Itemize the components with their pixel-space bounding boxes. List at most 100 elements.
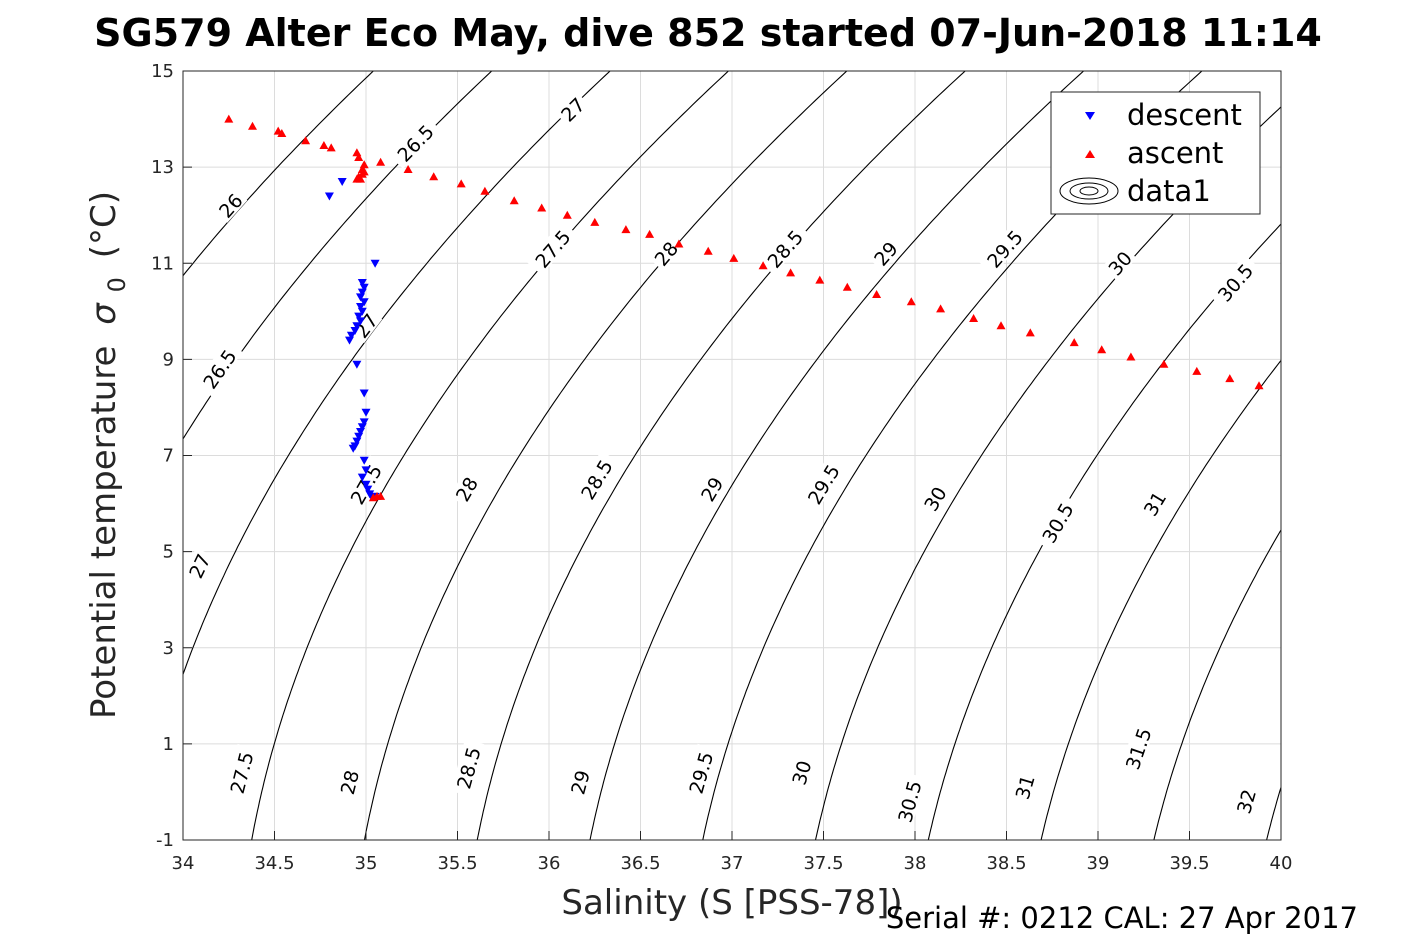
x-tick-label: 34.5 <box>254 853 294 874</box>
ascent-point <box>729 253 739 262</box>
x-tick-label: 34 <box>172 853 195 874</box>
contour-label-bg <box>348 307 383 344</box>
contour-label-bg <box>573 450 619 508</box>
ascent-point <box>842 282 852 291</box>
x-tick-label: 35.5 <box>437 853 477 874</box>
x-axis-label: Salinity (S [PSS-78]) <box>561 883 902 923</box>
ascent-point <box>509 196 519 205</box>
contour-label-bg <box>800 455 846 513</box>
descent-point <box>354 432 364 441</box>
ascent-point <box>1025 328 1035 337</box>
ascent-point <box>277 129 287 137</box>
descent-point <box>346 331 356 340</box>
legend-data1-label: data1 <box>1127 174 1211 208</box>
contour-label-group: 32 <box>1231 784 1261 819</box>
ascent-point <box>786 268 796 277</box>
contour-label-bg <box>1101 244 1137 281</box>
descent-point <box>359 283 369 292</box>
contour-label-bg <box>1231 784 1259 819</box>
ascent-point <box>758 261 768 270</box>
y-axis-label-main: Potential temperature <box>84 346 124 719</box>
descent-point <box>350 327 360 335</box>
legend-descent-label: descent <box>1127 98 1242 132</box>
ascent-point <box>301 136 311 145</box>
ascent-point <box>906 297 916 306</box>
contour-line <box>183 71 493 440</box>
contour-line <box>1153 528 1281 840</box>
y-tick-label: 11 <box>151 253 174 274</box>
contour-label-bg <box>565 764 593 800</box>
contour-line <box>927 223 1281 840</box>
contour-label-bg <box>212 187 248 223</box>
ascent-point <box>1069 338 1079 347</box>
contour-line <box>476 71 967 840</box>
y-axis-label-unit: (°C) <box>84 191 124 258</box>
ascent-point <box>562 210 572 219</box>
ascent-point <box>376 491 386 500</box>
ascent-point <box>429 172 439 181</box>
ascent-point <box>1159 359 1169 368</box>
x-tick-label: 39 <box>1087 853 1110 874</box>
contour-label-group: 27 <box>183 547 216 584</box>
ascent-point <box>1126 352 1136 361</box>
contour-line <box>251 71 730 840</box>
y-tick-label: 1 <box>163 734 174 755</box>
ascent-point <box>356 174 365 183</box>
legend-contour-icon <box>1059 177 1119 205</box>
ascent-point <box>354 153 364 161</box>
contour-label-bg <box>449 470 482 507</box>
contour-line <box>1266 785 1281 840</box>
ascent-point <box>645 229 655 238</box>
legend-ascent-marker <box>1085 150 1095 158</box>
ascent-point <box>1254 381 1264 390</box>
descent-point <box>361 466 371 475</box>
y-tick-label: 9 <box>163 349 174 370</box>
ascent-point <box>248 121 257 130</box>
ascent-point <box>969 314 979 322</box>
descent-point <box>357 288 367 297</box>
contour-label-bg <box>694 470 728 507</box>
descent-point <box>348 444 358 453</box>
contour-label-bg <box>450 738 485 797</box>
contour-label-bg <box>554 91 590 127</box>
x-tick-label: 39.5 <box>1169 853 1209 874</box>
ascent-point <box>621 225 631 234</box>
chart-title: SG579 Alter Eco May, dive 852 started 07… <box>94 11 1322 55</box>
x-tick-label: 40 <box>1270 853 1293 874</box>
contour-label-bg <box>388 116 441 169</box>
y-tick-label: 5 <box>163 542 174 563</box>
descent-point <box>356 303 365 311</box>
legend-ascent-label: ascent <box>1127 136 1223 170</box>
ascent-point <box>1225 374 1235 383</box>
descent-point <box>356 317 365 326</box>
contour-label-bg <box>1137 485 1171 522</box>
serial-cal-footer: Serial #: 0212 CAL: 27 Apr 2017 <box>886 901 1358 935</box>
x-tick-label: 35 <box>355 853 378 874</box>
descent-point <box>352 437 362 446</box>
y-axis-label-symbol: σ <box>84 302 124 325</box>
descent-point <box>359 389 369 398</box>
ascent-point <box>872 290 882 298</box>
axis-ticks: 34 34.5 35 35.5 36 36.5 37 37.5 38 38.5 39 39.5 40-1… <box>151 61 1292 874</box>
contour-label-bg <box>183 547 215 584</box>
descent-point <box>359 298 369 307</box>
ascent-point <box>996 321 1006 330</box>
descent-point <box>359 418 369 427</box>
x-tick-label: 38 <box>904 853 927 874</box>
descent-point <box>361 408 371 417</box>
contour-label-bg <box>978 221 1030 275</box>
descent-point <box>345 336 354 345</box>
x-tick-label: 37 <box>721 853 744 874</box>
y-axis-label-subscript: 0 <box>103 277 131 292</box>
contour-line <box>183 71 375 277</box>
x-tick-label: 36 <box>538 853 561 874</box>
contour-label-bg <box>786 755 815 790</box>
ascent-point <box>376 157 386 166</box>
descent-point <box>352 360 362 369</box>
ascent-point <box>326 143 336 152</box>
x-tick-label: 37.5 <box>803 853 843 874</box>
descent-point <box>357 423 367 432</box>
contour-label-bg <box>1010 769 1038 805</box>
contour-line <box>589 71 1085 840</box>
legend: descent ascent data1 <box>1050 91 1261 215</box>
